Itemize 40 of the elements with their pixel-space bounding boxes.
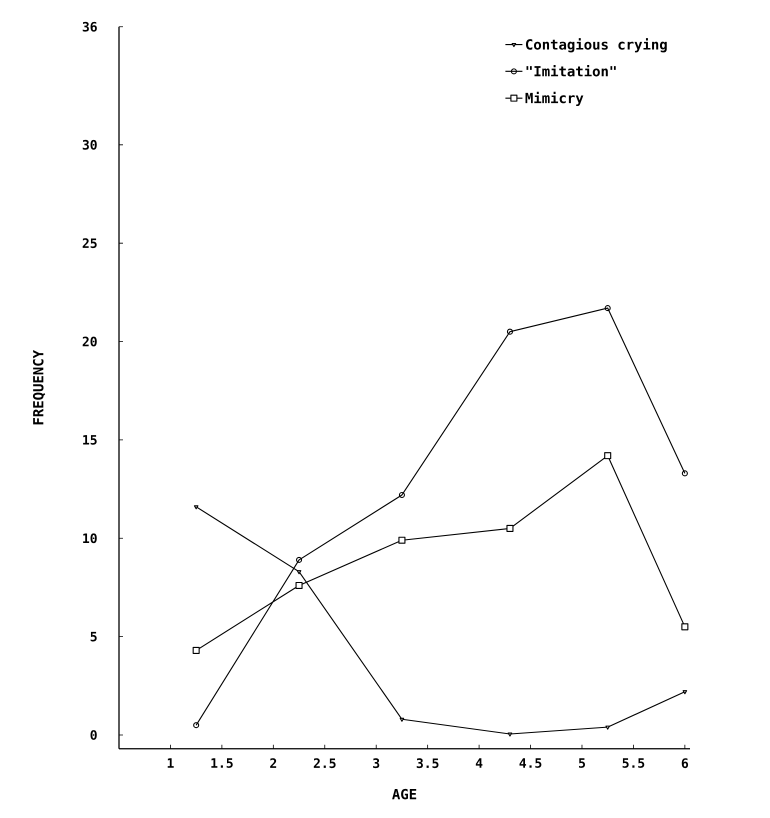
x-tick-label: 3 xyxy=(373,758,380,768)
point xyxy=(605,726,610,730)
x-tick-label: 1.5 xyxy=(211,758,233,768)
point xyxy=(296,556,302,563)
point xyxy=(508,732,512,737)
y-tick-label: 5 xyxy=(90,632,97,642)
legend-label: Contagious crying xyxy=(526,38,667,52)
point xyxy=(681,623,688,630)
point xyxy=(194,505,198,510)
point xyxy=(296,570,302,574)
x-tick-label: 6 xyxy=(682,758,688,768)
y-tick-label: 0 xyxy=(90,730,97,740)
point xyxy=(604,452,612,460)
point xyxy=(682,690,688,694)
x-tick-label: 4.5 xyxy=(519,758,542,768)
y-tick-label: 20 xyxy=(82,336,97,346)
x-tick-label: 4 xyxy=(476,758,482,768)
point xyxy=(192,646,200,654)
point xyxy=(400,718,404,722)
point xyxy=(506,328,513,335)
x-tick-label: 2 xyxy=(270,758,276,768)
y-tick-label: 30 xyxy=(82,140,97,150)
y-tick-label: 15 xyxy=(83,435,97,445)
point xyxy=(398,492,405,498)
x-tick-label: 5.5 xyxy=(622,758,644,768)
x-axis-title: AGE xyxy=(392,788,416,800)
point xyxy=(398,536,406,544)
y-tick-label: 25 xyxy=(82,238,97,248)
point xyxy=(296,582,303,590)
legend-label: "Imitation" xyxy=(526,64,616,76)
x-tick-label: 3.5 xyxy=(416,758,438,768)
legend-label: Mimicry xyxy=(526,92,584,106)
y-axis-title: FREQUENCY xyxy=(32,350,46,424)
point xyxy=(506,524,514,532)
y-tick-label: 36 xyxy=(82,22,97,32)
x-tick-label: 5 xyxy=(578,758,585,768)
point xyxy=(604,305,611,312)
x-tick-label: 1 xyxy=(168,758,174,768)
y-tick-label: 10 xyxy=(83,533,97,544)
x-tick-label: 2.5 xyxy=(314,758,336,768)
